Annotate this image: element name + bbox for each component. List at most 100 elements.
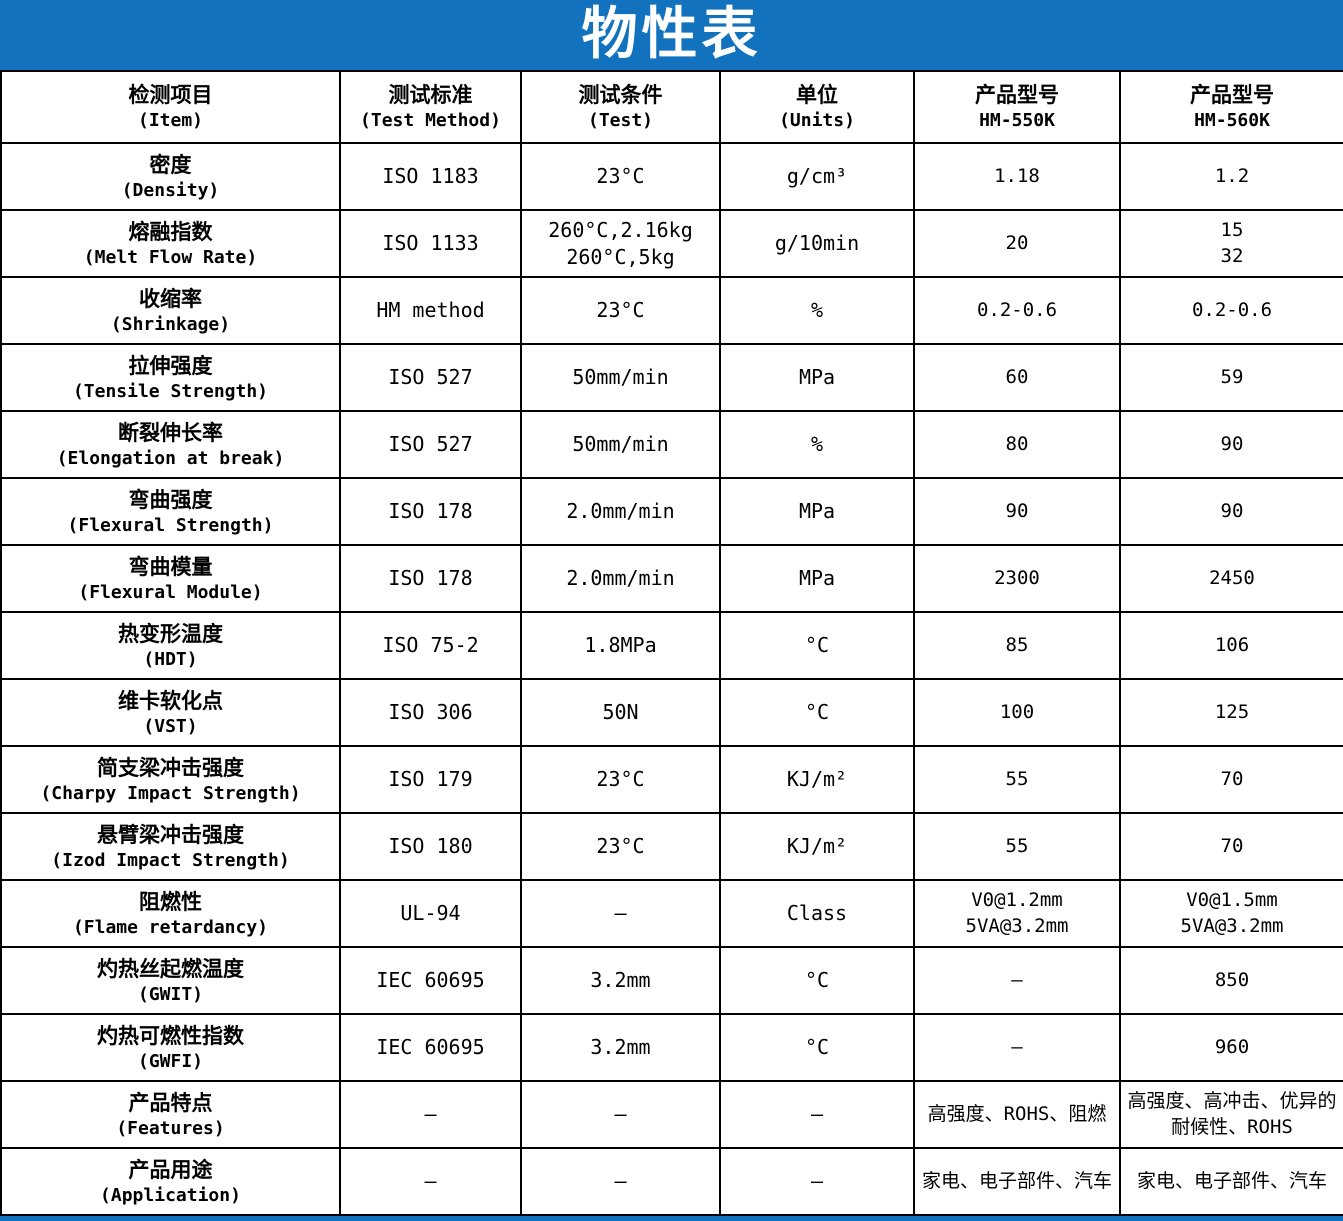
cell-test-method: ISO 178	[339, 544, 522, 614]
cell-test-condition: 23°C	[520, 276, 721, 346]
cell-test-method: ISO 180	[339, 812, 522, 882]
cell-hm560k-value: 15 32	[1119, 209, 1343, 279]
cell-hm550k-value: –	[913, 946, 1121, 1016]
table-row: 熔融指数 (Melt Flow Rate) ISO 1133 260°C,2.1…	[0, 209, 1343, 279]
cell-test-condition: 260°C,2.16kg 260°C,5kg	[520, 209, 721, 279]
item-name-zh: 产品用途	[128, 1157, 213, 1182]
column-header-en: (Units)	[779, 110, 855, 132]
cell-hm560k-value: 125	[1119, 678, 1343, 748]
bottom-accent-bar	[0, 1216, 1343, 1221]
cell-item: 弯曲模量 (Flexural Module)	[0, 544, 341, 614]
item-name-en: (Charpy Impact Strength)	[40, 782, 301, 804]
cell-test-condition: –	[520, 1147, 721, 1217]
cell-item: 产品特点 (Features)	[0, 1080, 341, 1150]
column-header-method: 测试标准 (Test Method)	[339, 70, 522, 145]
cell-units: MPa	[719, 477, 915, 547]
column-header-en: (Test)	[587, 110, 654, 132]
table-row: 弯曲模量 (Flexural Module) ISO 178 2.0mm/min…	[0, 544, 1343, 614]
cell-test-method: IEC 60695	[339, 1013, 522, 1083]
cell-item: 灼热可燃性指数 (GWFI)	[0, 1013, 341, 1083]
table-row: 灼热丝起燃温度 (GWIT) IEC 60695 3.2mm °C – 850	[0, 946, 1343, 1016]
column-header-zh: 检测项目	[128, 83, 213, 108]
cell-test-condition: –	[520, 1080, 721, 1150]
cell-hm560k-value: 2450	[1119, 544, 1343, 614]
table-row: 产品特点 (Features) – – – 高强度、ROHS、阻燃 高强度、高冲…	[0, 1080, 1343, 1150]
cell-units: %	[719, 410, 915, 480]
item-name-zh: 断裂伸长率	[118, 420, 223, 445]
cell-test-method: ISO 527	[339, 343, 522, 413]
cell-hm550k-value: 80	[913, 410, 1121, 480]
column-header-zh: 测试标准	[388, 83, 473, 108]
column-header-units: 单位 (Units)	[719, 70, 915, 145]
cell-hm560k-value: 90	[1119, 477, 1343, 547]
column-header-en: (Item)	[137, 110, 204, 132]
cell-hm550k-value: 55	[913, 812, 1121, 882]
cell-item: 悬臂梁冲击强度 (Izod Impact Strength)	[0, 812, 341, 882]
item-name-en: (Flame retardancy)	[72, 916, 269, 938]
cell-hm560k-value: 70	[1119, 812, 1343, 882]
table-row: 产品用途 (Application) – – – 家电、电子部件、汽车 家电、电…	[0, 1147, 1343, 1217]
cell-test-condition: 1.8MPa	[520, 611, 721, 681]
cell-test-condition: 50N	[520, 678, 721, 748]
cell-hm550k-value: 2300	[913, 544, 1121, 614]
cell-test-condition: 2.0mm/min	[520, 544, 721, 614]
table-row: 维卡软化点 (VST) ISO 306 50N °C 100 125	[0, 678, 1343, 748]
item-name-en: (Flexural Strength)	[67, 514, 274, 536]
item-name-zh: 密度	[149, 152, 192, 177]
cell-test-condition: 23°C	[520, 142, 721, 212]
cell-test-condition: 3.2mm	[520, 1013, 721, 1083]
table-body: 密度 (Density) ISO 1183 23°C g/cm³ 1.18 1.…	[0, 142, 1343, 1217]
cell-hm560k-value: 960	[1119, 1013, 1343, 1083]
cell-hm550k-value: 1.18	[913, 142, 1121, 212]
cell-item: 熔融指数 (Melt Flow Rate)	[0, 209, 341, 279]
item-name-zh: 灼热可燃性指数	[97, 1023, 244, 1048]
cell-hm560k-value: 高强度、高冲击、优异的耐候性、ROHS	[1119, 1080, 1343, 1150]
table-row: 热变形温度 (HDT) ISO 75-2 1.8MPa °C 85 106	[0, 611, 1343, 681]
item-name-en: (Shrinkage)	[110, 313, 231, 335]
cell-units: %	[719, 276, 915, 346]
cell-test-condition: 23°C	[520, 812, 721, 882]
cell-item: 收缩率 (Shrinkage)	[0, 276, 341, 346]
cell-hm550k-value: 0.2-0.6	[913, 276, 1121, 346]
properties-table: 检测项目 (Item) 测试标准 (Test Method) 测试条件 (Tes…	[0, 70, 1343, 1217]
item-name-zh: 悬臂梁冲击强度	[97, 822, 244, 847]
column-header-item: 检测项目 (Item)	[0, 70, 341, 145]
cell-hm560k-value: 59	[1119, 343, 1343, 413]
item-name-zh: 熔融指数	[128, 219, 213, 244]
table-row: 拉伸强度 (Tensile Strength) ISO 527 50mm/min…	[0, 343, 1343, 413]
cell-test-method: UL-94	[339, 879, 522, 949]
cell-hm560k-value: 0.2-0.6	[1119, 276, 1343, 346]
item-name-zh: 拉伸强度	[128, 353, 213, 378]
item-name-zh: 弯曲强度	[128, 487, 213, 512]
cell-hm560k-value: V0@1.5mm 5VA@3.2mm	[1119, 879, 1343, 949]
cell-test-method: –	[339, 1147, 522, 1217]
cell-test-condition: 50mm/min	[520, 410, 721, 480]
cell-units: KJ/m²	[719, 812, 915, 882]
cell-item: 灼热丝起燃温度 (GWIT)	[0, 946, 341, 1016]
cell-test-method: IEC 60695	[339, 946, 522, 1016]
cell-hm550k-value: 100	[913, 678, 1121, 748]
cell-item: 产品用途 (Application)	[0, 1147, 341, 1217]
table-row: 阻燃性 (Flame retardancy) UL-94 – Class V0@…	[0, 879, 1343, 949]
column-header-en: HM-550K	[979, 110, 1055, 132]
cell-units: °C	[719, 678, 915, 748]
item-name-en: (Tensile Strength)	[72, 380, 269, 402]
item-name-zh: 弯曲模量	[128, 554, 213, 579]
item-name-zh: 阻燃性	[139, 889, 202, 914]
cell-test-condition: 23°C	[520, 745, 721, 815]
item-name-en: (VST)	[143, 715, 198, 737]
cell-hm560k-value: 106	[1119, 611, 1343, 681]
cell-hm550k-value: –	[913, 1013, 1121, 1083]
cell-units: °C	[719, 946, 915, 1016]
cell-units: MPa	[719, 343, 915, 413]
column-header-condition: 测试条件 (Test)	[520, 70, 721, 145]
cell-hm560k-value: 90	[1119, 410, 1343, 480]
cell-test-method: ISO 179	[339, 745, 522, 815]
cell-item: 维卡软化点 (VST)	[0, 678, 341, 748]
cell-test-condition: 50mm/min	[520, 343, 721, 413]
column-header-en: (Test Method)	[360, 110, 501, 132]
cell-units: KJ/m²	[719, 745, 915, 815]
item-name-en: (Flexural Module)	[78, 581, 263, 603]
cell-units: °C	[719, 1013, 915, 1083]
